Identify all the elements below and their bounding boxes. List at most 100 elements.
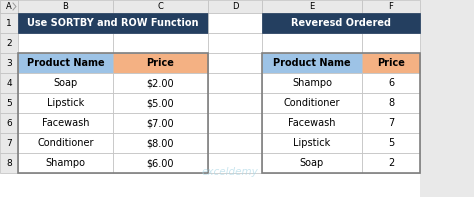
Bar xyxy=(18,133,113,153)
Text: Product Name: Product Name xyxy=(27,58,104,68)
Bar xyxy=(262,153,362,173)
Bar xyxy=(18,153,113,173)
Text: Facewash: Facewash xyxy=(288,118,336,128)
Bar xyxy=(0,153,18,173)
Bar xyxy=(208,153,262,173)
Bar xyxy=(262,133,362,153)
Bar xyxy=(18,133,113,153)
Bar xyxy=(0,0,18,13)
Text: Price: Price xyxy=(377,58,405,68)
Bar xyxy=(362,133,420,153)
Bar xyxy=(362,113,420,133)
Bar xyxy=(208,93,262,113)
Bar xyxy=(113,53,208,73)
Text: 5: 5 xyxy=(6,98,12,108)
Bar xyxy=(0,113,18,133)
Bar xyxy=(18,113,113,133)
Text: 6: 6 xyxy=(6,119,12,127)
Bar xyxy=(113,33,208,53)
Text: F: F xyxy=(389,2,393,11)
Text: B: B xyxy=(63,2,68,11)
Text: Soap: Soap xyxy=(300,158,324,168)
Bar xyxy=(18,13,208,33)
Bar xyxy=(113,0,208,13)
Bar xyxy=(362,13,420,33)
Text: 3: 3 xyxy=(6,59,12,68)
Text: 7: 7 xyxy=(388,118,394,128)
Text: Lipstick: Lipstick xyxy=(293,138,331,148)
Bar xyxy=(208,133,262,153)
Text: Facewash: Facewash xyxy=(42,118,89,128)
Bar xyxy=(18,53,208,173)
Bar xyxy=(362,73,420,93)
Bar xyxy=(208,73,262,93)
Bar xyxy=(208,113,262,133)
Text: Conditioner: Conditioner xyxy=(37,138,94,148)
Bar xyxy=(362,73,420,93)
Bar xyxy=(362,0,420,13)
Bar xyxy=(208,0,262,13)
Text: Shampo: Shampo xyxy=(292,78,332,88)
Bar xyxy=(362,53,420,73)
Bar xyxy=(262,153,362,173)
Bar xyxy=(362,113,420,133)
Text: 6: 6 xyxy=(388,78,394,88)
Text: C: C xyxy=(157,2,164,11)
Text: Price: Price xyxy=(146,58,174,68)
Text: E: E xyxy=(310,2,315,11)
Bar xyxy=(208,13,262,33)
Bar xyxy=(18,0,113,13)
Bar xyxy=(362,153,420,173)
Bar xyxy=(113,73,208,93)
Bar xyxy=(420,0,474,197)
Text: 2: 2 xyxy=(6,38,12,47)
Bar xyxy=(262,53,362,73)
Text: $5.00: $5.00 xyxy=(146,98,174,108)
Text: 7: 7 xyxy=(6,138,12,148)
Bar xyxy=(362,93,420,113)
Text: exceldemy: exceldemy xyxy=(201,167,258,177)
Bar xyxy=(0,93,18,113)
Bar xyxy=(18,93,113,113)
Bar xyxy=(113,93,208,113)
Text: Conditioner: Conditioner xyxy=(284,98,340,108)
Bar xyxy=(0,0,18,13)
Bar xyxy=(113,153,208,173)
Bar xyxy=(113,53,208,73)
Bar xyxy=(208,33,262,53)
Bar xyxy=(262,113,362,133)
Bar xyxy=(362,133,420,153)
Bar xyxy=(113,133,208,153)
Text: Reveresd Ordered: Reveresd Ordered xyxy=(291,18,391,28)
Text: $8.00: $8.00 xyxy=(147,138,174,148)
Bar xyxy=(262,133,362,153)
Text: A: A xyxy=(6,2,12,11)
Bar xyxy=(362,53,420,73)
Text: Lipstick: Lipstick xyxy=(47,98,84,108)
Text: $2.00: $2.00 xyxy=(146,78,174,88)
Text: Use SORTBY and ROW Function: Use SORTBY and ROW Function xyxy=(27,18,199,28)
Bar xyxy=(0,33,18,53)
Bar xyxy=(362,93,420,113)
Text: 1: 1 xyxy=(6,19,12,28)
Bar xyxy=(262,53,362,73)
Text: Product Name: Product Name xyxy=(273,58,351,68)
Bar xyxy=(113,133,208,153)
Bar xyxy=(113,113,208,133)
Bar xyxy=(18,73,113,93)
Bar xyxy=(208,13,262,33)
Bar xyxy=(113,153,208,173)
Bar xyxy=(18,93,113,113)
Text: D: D xyxy=(232,2,238,11)
Text: 8: 8 xyxy=(388,98,394,108)
Text: 5: 5 xyxy=(388,138,394,148)
Bar xyxy=(262,13,420,33)
Bar xyxy=(362,33,420,53)
Bar xyxy=(18,113,113,133)
Text: $7.00: $7.00 xyxy=(146,118,174,128)
Bar xyxy=(0,133,18,153)
Text: $6.00: $6.00 xyxy=(147,158,174,168)
Bar xyxy=(262,13,362,33)
Bar xyxy=(262,73,362,93)
Bar xyxy=(18,33,113,53)
